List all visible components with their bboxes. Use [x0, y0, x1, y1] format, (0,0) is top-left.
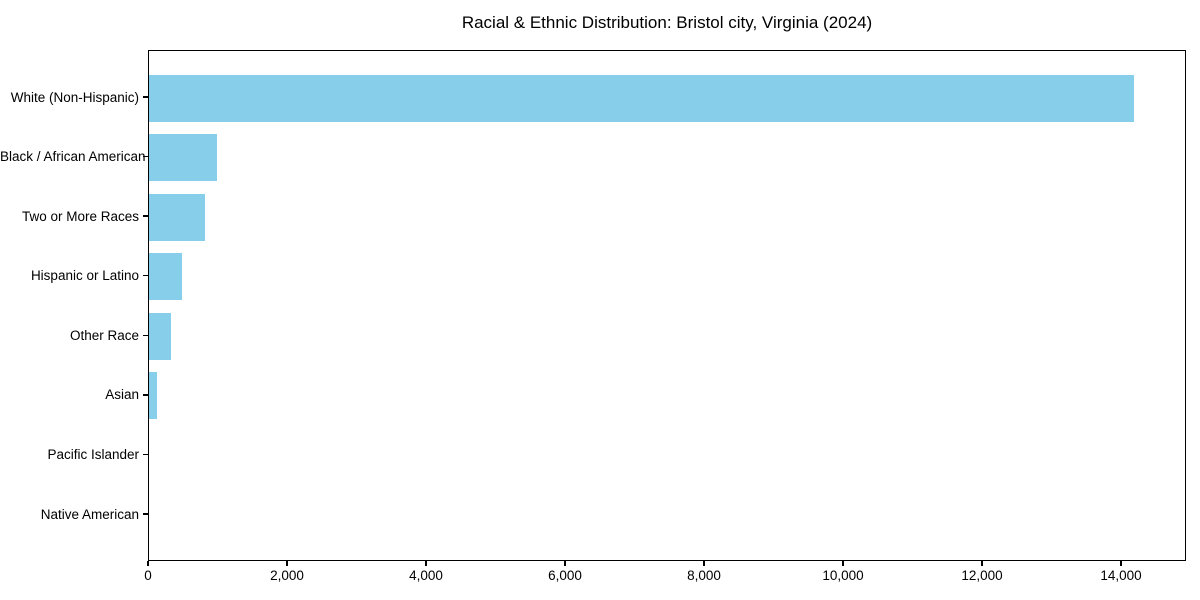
x-tick-label-8000: 8,000 [687, 568, 721, 583]
x-tick-mark [703, 561, 705, 566]
x-tick-mark [981, 561, 983, 566]
x-tick-label-12000: 12,000 [961, 568, 1003, 583]
plot-area [148, 50, 1186, 561]
y-tick-label-native-american: Native American [40, 506, 139, 522]
y-tick-mark [143, 453, 148, 456]
y-tick-label-other-race: Other Race [69, 327, 139, 343]
y-tick-mark [143, 334, 148, 337]
y-tick-mark [143, 513, 148, 515]
x-tick-mark [425, 561, 427, 566]
x-tick-label-14000: 14,000 [1100, 568, 1142, 583]
y-tick-mark [143, 96, 148, 98]
y-tick-mark [143, 215, 148, 217]
x-tick-label-0: 0 [144, 568, 152, 583]
y-tick-mark [143, 274, 148, 277]
x-tick-mark [1120, 561, 1122, 566]
x-tick-label-10000: 10,000 [822, 568, 864, 583]
y-tick-label-hispanic-or-latino: Hispanic or Latino [30, 268, 139, 284]
x-tick-mark [147, 561, 149, 566]
x-tick-label-2000: 2,000 [270, 568, 304, 583]
y-tick-label-white-non-hispanic: White (Non-Hispanic) [10, 89, 139, 105]
bar-other-race [149, 312, 171, 360]
bar-two-or-more-races [149, 193, 205, 241]
y-tick-label-asian: Asian [105, 387, 139, 403]
x-tick-label-6000: 6,000 [548, 568, 582, 583]
x-tick-mark [564, 561, 566, 566]
y-tick-mark [143, 394, 148, 396]
bar-hispanic-or-latino [149, 253, 182, 301]
bar-white-non-hispanic [149, 74, 1134, 122]
x-tick-label-4000: 4,000 [409, 568, 443, 583]
bar-black-african-american [149, 134, 217, 182]
y-tick-label-two-or-more-races: Two or More Races [21, 208, 139, 224]
bar-asian [149, 372, 157, 420]
y-tick-label-pacific-islander: Pacific Islander [47, 446, 139, 462]
x-tick-mark [286, 561, 288, 566]
chart-title: Racial & Ethnic Distribution: Bristol ci… [461, 13, 873, 32]
y-tick-label-black-african-american: Black / African American [0, 149, 146, 165]
x-tick-mark [842, 561, 844, 566]
y-tick-mark [143, 155, 148, 158]
